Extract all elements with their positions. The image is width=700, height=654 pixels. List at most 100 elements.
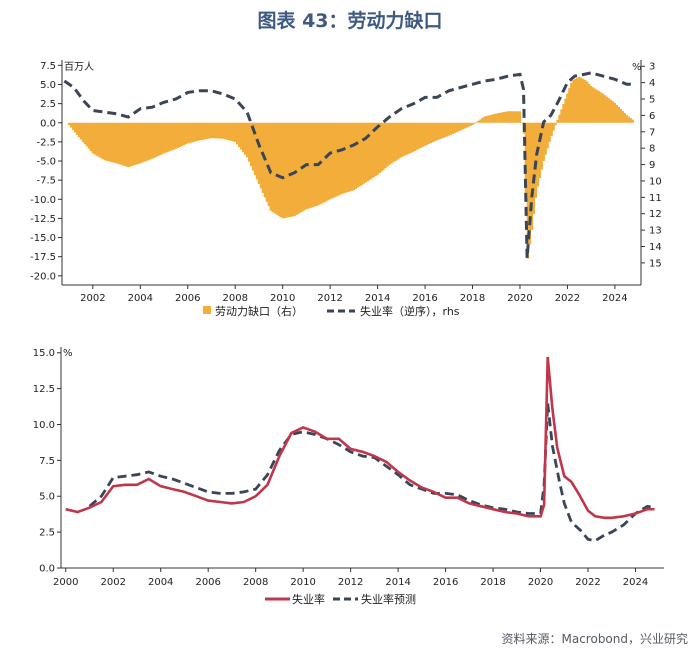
labor-gap-bar	[376, 122, 379, 175]
labor-gap-bar	[483, 116, 486, 123]
labor-gap-bar	[311, 122, 314, 208]
labor-gap-bar	[212, 122, 215, 139]
labor-gap-bar	[111, 122, 114, 163]
labor-gap-bar	[123, 122, 126, 166]
y2-tick-label: 5	[649, 95, 655, 106]
labor-gap-bar	[378, 122, 381, 174]
labor-gap-bar	[176, 122, 180, 148]
legend-unemployment: 失业率	[292, 592, 325, 606]
left-unit-label-2: %	[63, 348, 73, 359]
y-tick-label: -15.0	[30, 233, 56, 244]
x-tick-label: 2022	[555, 293, 580, 304]
labor-gap-bar	[73, 122, 77, 133]
labor-gap-bar	[293, 122, 296, 217]
legend-bottom: 失业率 失业率预测	[265, 592, 416, 606]
labor-gap-bar	[119, 122, 122, 165]
labor-gap-bar	[441, 122, 445, 139]
labor-gap-bar	[621, 111, 624, 123]
labor-gap-bar	[125, 122, 128, 167]
labor-gap-bar	[526, 122, 530, 259]
labor-gap-bar	[619, 108, 623, 123]
x-tick-label-2: 2016	[433, 577, 458, 588]
y2-tick-label: 14	[649, 242, 662, 253]
labor-gap-bar	[172, 122, 176, 150]
labor-gap-bar	[625, 115, 628, 123]
labor-gap-bar	[364, 122, 367, 183]
labor-gap-bar	[473, 122, 476, 124]
x-tick-label: 2020	[507, 293, 532, 304]
labor-gap-bar	[591, 87, 595, 123]
labor-gap-bar	[190, 122, 193, 143]
labor-gap-bar	[564, 98, 567, 123]
labor-gap-bar	[222, 122, 225, 139]
labor-gap-bar	[374, 122, 377, 177]
y2-tick-label: 4	[649, 78, 655, 89]
labor-gap-bar	[580, 77, 583, 123]
labor-gap-bar	[141, 122, 144, 163]
x-tick-label-2: 2020	[528, 577, 553, 588]
labor-gap-bar	[202, 122, 205, 140]
labor-gap-bar	[406, 122, 409, 155]
labor-gap-bar	[453, 122, 456, 134]
labor-gap-bar	[597, 91, 601, 123]
labor-gap-bar	[550, 122, 553, 136]
labor-gap-bar	[194, 122, 197, 142]
labor-gap-bar	[603, 95, 607, 123]
labor-gap-bar	[133, 122, 136, 166]
labor-gap-bar	[121, 122, 124, 166]
unemployment-forecast-line	[88, 402, 655, 543]
labor-gap-bar	[423, 122, 427, 146]
right-unit-label: %	[632, 62, 642, 73]
labor-gap-bar	[170, 122, 174, 151]
labor-gap-bar	[578, 76, 581, 123]
labor-gap-bar	[71, 122, 75, 130]
labor-gap-bar	[455, 122, 458, 133]
labor-gap-bar	[601, 93, 605, 123]
labor-gap-bar	[287, 122, 290, 218]
labor-gap-bar	[489, 115, 492, 123]
labor-gap-bar	[91, 122, 95, 154]
labor-gap-bar	[562, 104, 565, 123]
labor-gap-bar	[566, 93, 569, 123]
labor-gap-bar	[514, 111, 518, 123]
labor-gap-bar	[400, 122, 403, 158]
labor-gap-bar	[184, 122, 187, 145]
labor-gap-bar	[281, 122, 284, 219]
labor-gap-bar	[342, 122, 346, 194]
labor-gap-bar	[117, 122, 120, 164]
y-tick-label: 2.5	[40, 99, 56, 110]
labor-gap-bar	[137, 122, 140, 164]
labor-gap-bar	[491, 114, 494, 123]
labor-gap-bar	[495, 113, 498, 123]
labor-gap-bar	[75, 122, 79, 135]
labor-gap-bar	[77, 122, 81, 138]
labor-gap-bar	[113, 122, 116, 163]
labor-gap-bar	[396, 122, 399, 160]
legend-top: 劳动力缺口（右） 失业率（逆序），rhs	[203, 304, 460, 318]
labor-gap-bar	[586, 81, 589, 123]
labor-gap-bar	[595, 89, 599, 123]
y2-tick-label: 11	[649, 193, 662, 204]
labor-gap-bar	[425, 122, 429, 145]
labor-gap-bar	[417, 122, 421, 149]
x-tick-label: 2002	[80, 293, 105, 304]
labor-gap-bar	[568, 88, 571, 123]
x-tick-label: 2016	[412, 293, 437, 304]
labor-gap-bar	[83, 122, 87, 145]
labor-gap-bar	[336, 122, 340, 196]
labor-gap-bar	[461, 122, 464, 130]
labor-gap-bar	[421, 122, 425, 147]
x-tick-label-2: 2012	[338, 577, 363, 588]
labor-gap-bar	[540, 122, 543, 170]
labor-gap-bar	[445, 122, 448, 137]
labor-gap-bar	[512, 111, 516, 123]
x-tick-label-2: 2024	[623, 577, 648, 588]
labor-gap-chart: 2002 2004 2006 2008 2010 2012 2014 2016 2018 2020…	[30, 60, 662, 318]
labor-gap-bar	[370, 122, 373, 179]
labor-gap-bar	[208, 122, 211, 139]
labor-gap-bar	[457, 122, 460, 132]
labor-gap-bar	[546, 122, 549, 149]
labor-gap-bar	[558, 114, 561, 123]
labor-gap-bar	[479, 119, 482, 123]
labor-gap-bar	[548, 122, 551, 142]
